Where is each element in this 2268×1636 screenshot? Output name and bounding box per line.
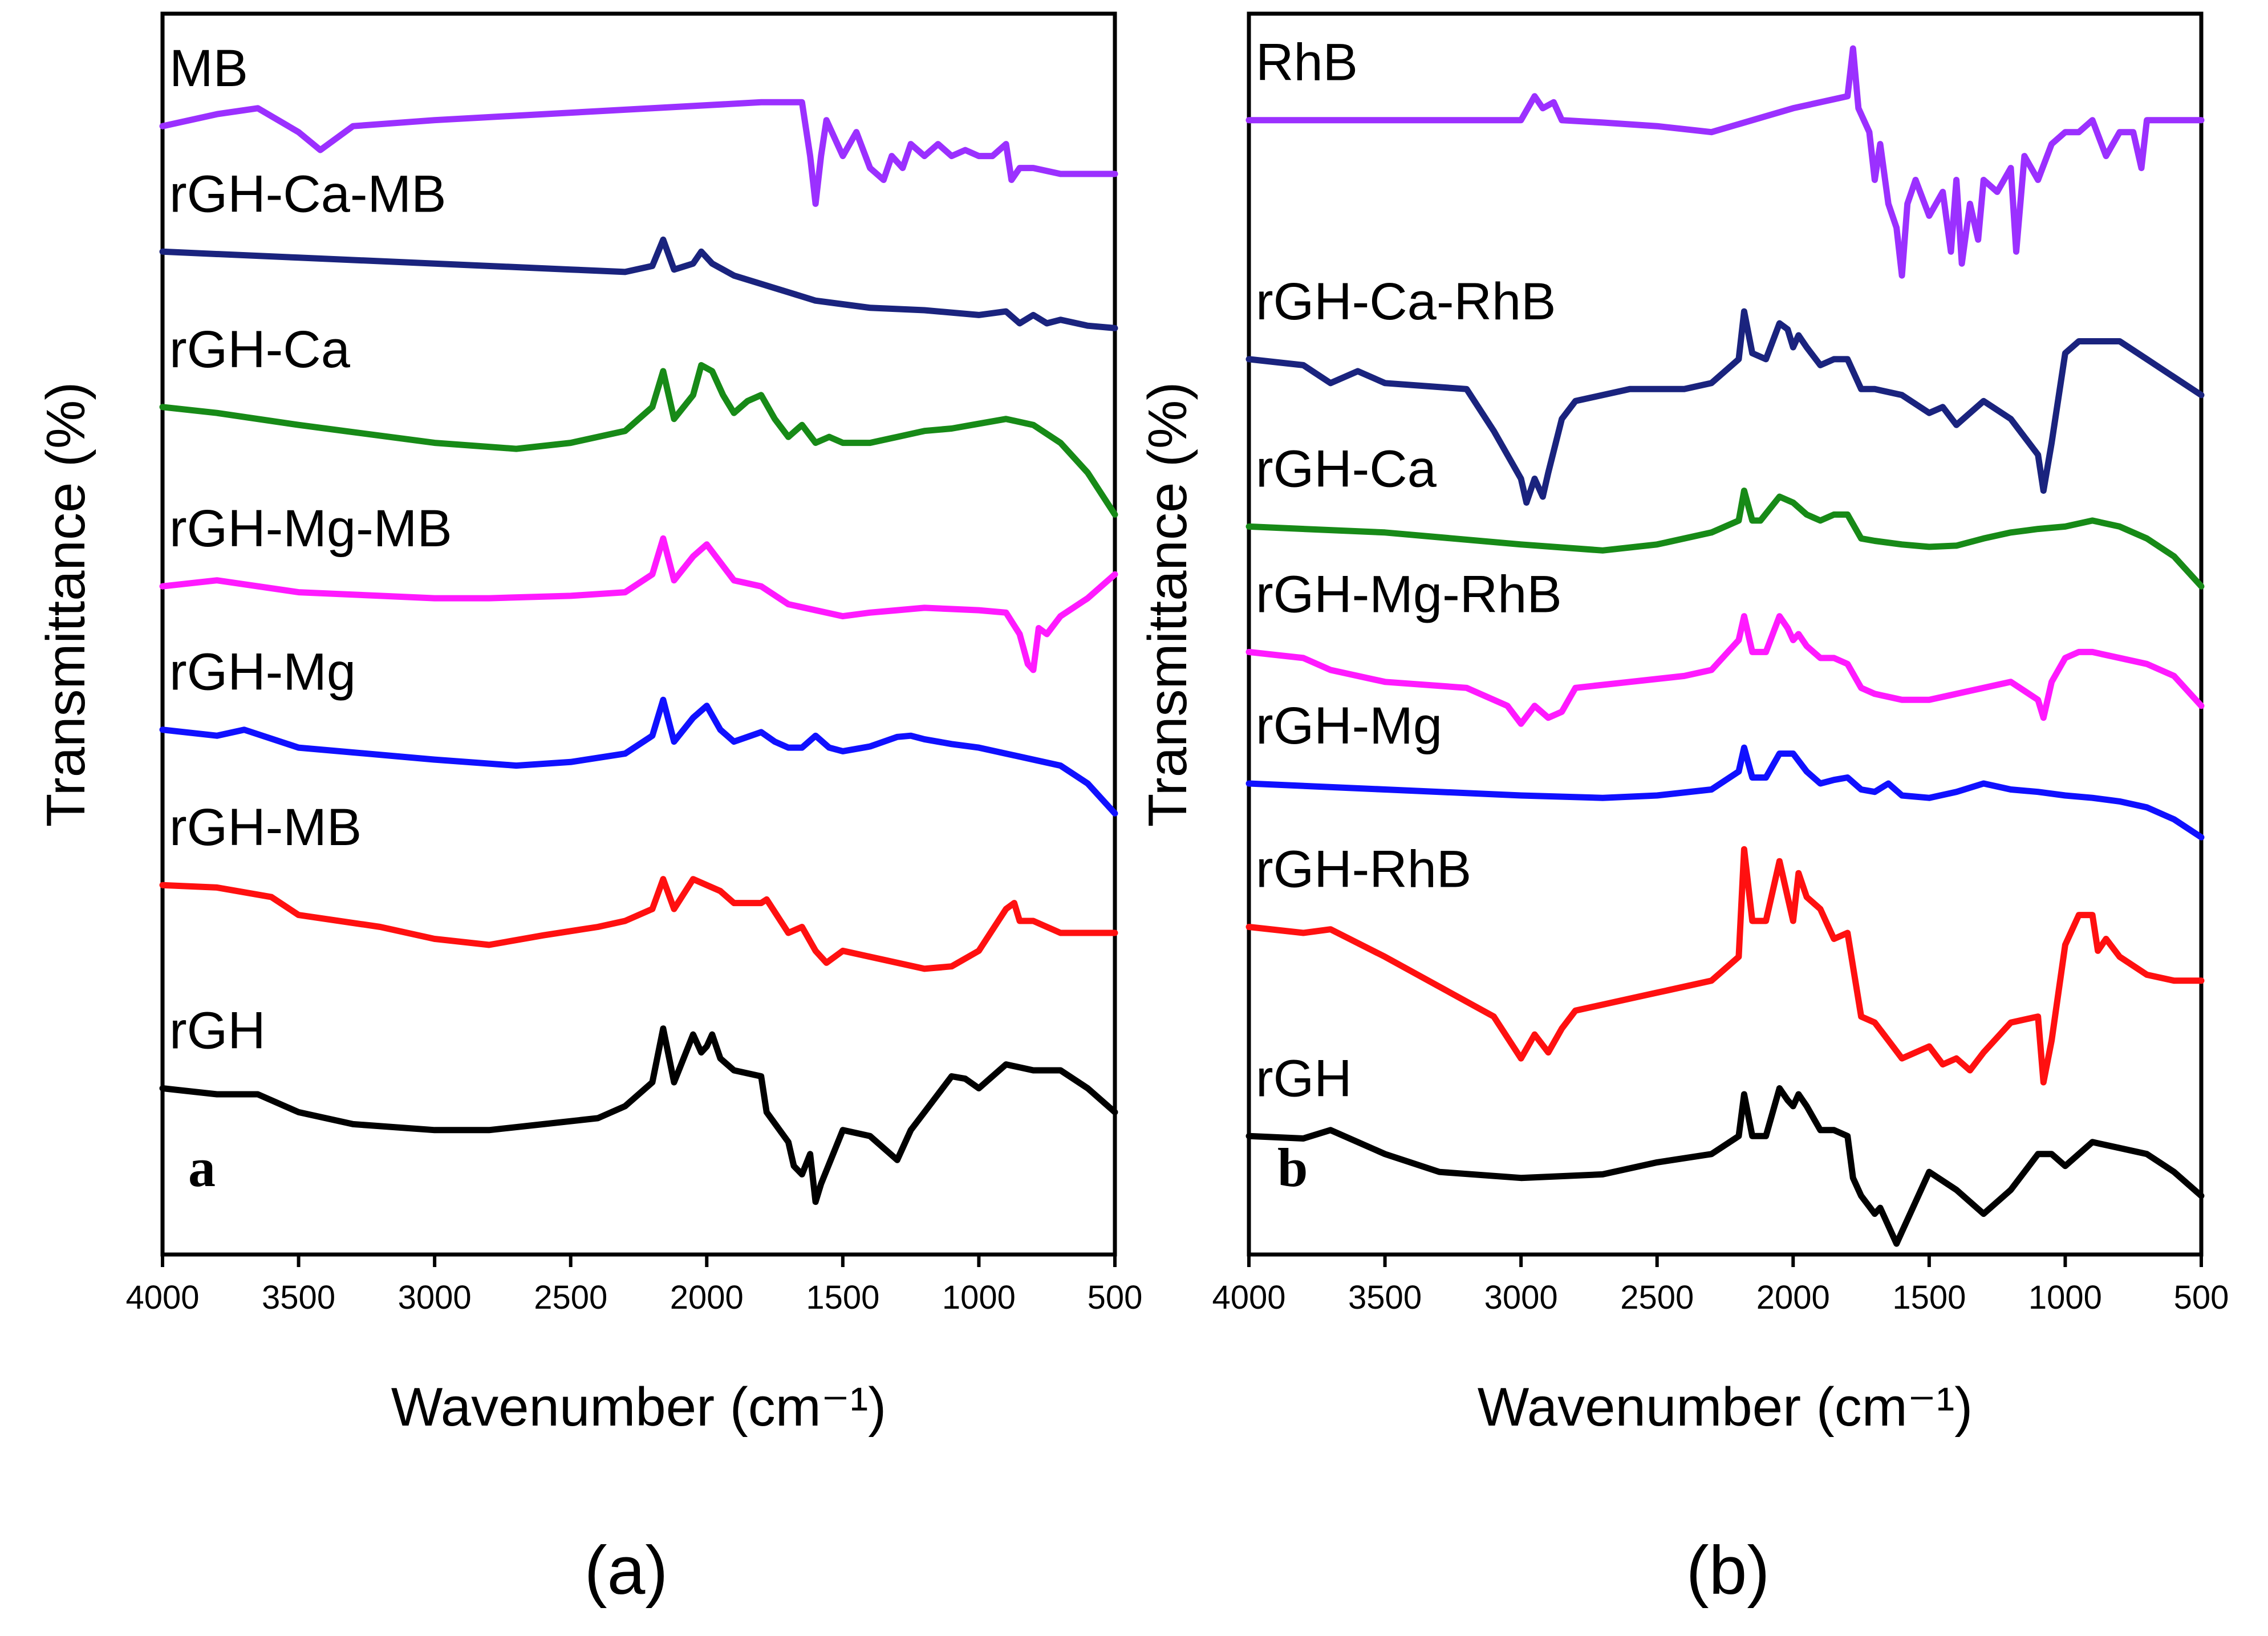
panel-b-label-rgh: rGH: [1256, 1049, 1352, 1107]
panel-a-traces: [159, 99, 1118, 1205]
panel-b-y-axis-title: Transmittance (%): [1137, 382, 1198, 827]
panel-a-series-labels: MB rGH-Ca-MB rGH-Ca rGH-Mg-MB rGH-Mg rGH-MB rG…: [169, 39, 452, 1059]
x-tick-label: 3500: [262, 1279, 335, 1316]
panel-a-x-ticks: 4000 3500 3000 2500 2000 1500 1000 500: [125, 1255, 1142, 1316]
panel-b-x-ticks: 4000 3500 3000 2500 2000 1500 1000 500: [1212, 1255, 2229, 1316]
x-tick-label: 500: [2174, 1279, 2229, 1316]
x-tick-label: 1000: [942, 1279, 1016, 1316]
x-tick-label: 1500: [806, 1279, 879, 1316]
panel-a-trace-rgh: [159, 1025, 1118, 1205]
x-tick-label: 3000: [1484, 1279, 1558, 1316]
panel-a: 4000 3500 3000 2500 2000 1500 1000 500 MB rGH-Ca…: [35, 11, 1142, 1609]
panel-b-trace-rhb: [1245, 45, 2205, 279]
panel-b-label-rgh-ca-rhb: rGH-Ca-RhB: [1256, 273, 1556, 331]
x-tick-label: 2000: [1756, 1279, 1830, 1316]
panel-a-x-axis-title: Wavenumber (cm⁻¹): [391, 1377, 887, 1438]
panel-a-label-mb: MB: [169, 39, 248, 98]
panel-b-label-rgh-mg-rhb: rGH-Mg-RhB: [1256, 565, 1562, 623]
x-tick-label: 3000: [398, 1279, 472, 1316]
panel-b-traces: [1245, 45, 2205, 1247]
x-tick-label: 2500: [534, 1279, 607, 1316]
panel-b: 4000 3500 3000 2500 2000 1500 1000 500 RhB rGH-C…: [1137, 11, 2229, 1609]
panel-b-trace-rgh-ca: [1245, 488, 2205, 590]
x-tick-label: 4000: [125, 1279, 199, 1316]
panel-b-trace-rgh-mg: [1245, 744, 2205, 841]
x-tick-label: 2000: [670, 1279, 744, 1316]
panel-b-label-rgh-rhb: rGH-RhB: [1256, 841, 1471, 899]
panel-a-trace-rgh-ca-mb: [159, 236, 1118, 331]
panel-b-caption: (b): [1686, 1532, 1770, 1609]
panel-a-label-rgh-ca: rGH-Ca: [169, 320, 351, 379]
x-tick-label: 4000: [1212, 1279, 1285, 1316]
panel-a-trace-mb: [159, 99, 1118, 207]
panel-b-letter: b: [1277, 1137, 1308, 1198]
panel-b-trace-rgh-ca-rhb: [1245, 308, 2205, 506]
panel-a-trace-rgh-mg-mb: [159, 535, 1118, 673]
panel-a-label-rgh-mg-mb: rGH-Mg-MB: [169, 500, 452, 558]
panel-b-label-rgh-ca: rGH-Ca: [1256, 440, 1437, 498]
panel-a-trace-rgh-mg: [159, 696, 1118, 817]
panel-a-trace-rgh-ca: [159, 362, 1118, 518]
panel-a-plot-frame: [160, 11, 1117, 1257]
panel-b-plot-frame: [1247, 11, 2204, 1257]
x-tick-label: 1000: [2028, 1279, 2102, 1316]
x-tick-label: 3500: [1348, 1279, 1422, 1316]
panel-a-label-rgh-ca-mb: rGH-Ca-MB: [169, 165, 447, 223]
panel-b-trace-rgh: [1245, 1085, 2205, 1247]
panel-a-caption: (a): [585, 1532, 668, 1609]
panel-a-letter: a: [188, 1137, 216, 1198]
panel-b-trace-rgh-mg-rhb: [1245, 613, 2205, 727]
x-tick-label: 2500: [1620, 1279, 1694, 1316]
panel-a-trace-rgh-mb: [159, 876, 1118, 972]
panel-b-label-rhb: RhB: [1256, 34, 1358, 92]
panel-a-label-rgh-mb: rGH-MB: [169, 798, 362, 856]
panel-b-label-rgh-mg: rGH-Mg: [1256, 697, 1442, 755]
panel-a-y-axis-title: Transmittance (%): [35, 382, 96, 827]
panel-b-series-labels: RhB rGH-Ca-RhB rGH-Ca rGH-Mg-RhB rGH-Mg rGH-R…: [1256, 34, 1562, 1108]
panel-b-x-axis-title: Wavenumber (cm⁻¹): [1478, 1377, 1973, 1438]
x-tick-label: 500: [1088, 1279, 1143, 1316]
x-tick-label: 1500: [1892, 1279, 1966, 1316]
panel-b-trace-rgh-rhb: [1245, 846, 2205, 1086]
panel-a-label-rgh: rGH: [169, 1001, 266, 1059]
panel-a-label-rgh-mg: rGH-Mg: [169, 643, 356, 701]
